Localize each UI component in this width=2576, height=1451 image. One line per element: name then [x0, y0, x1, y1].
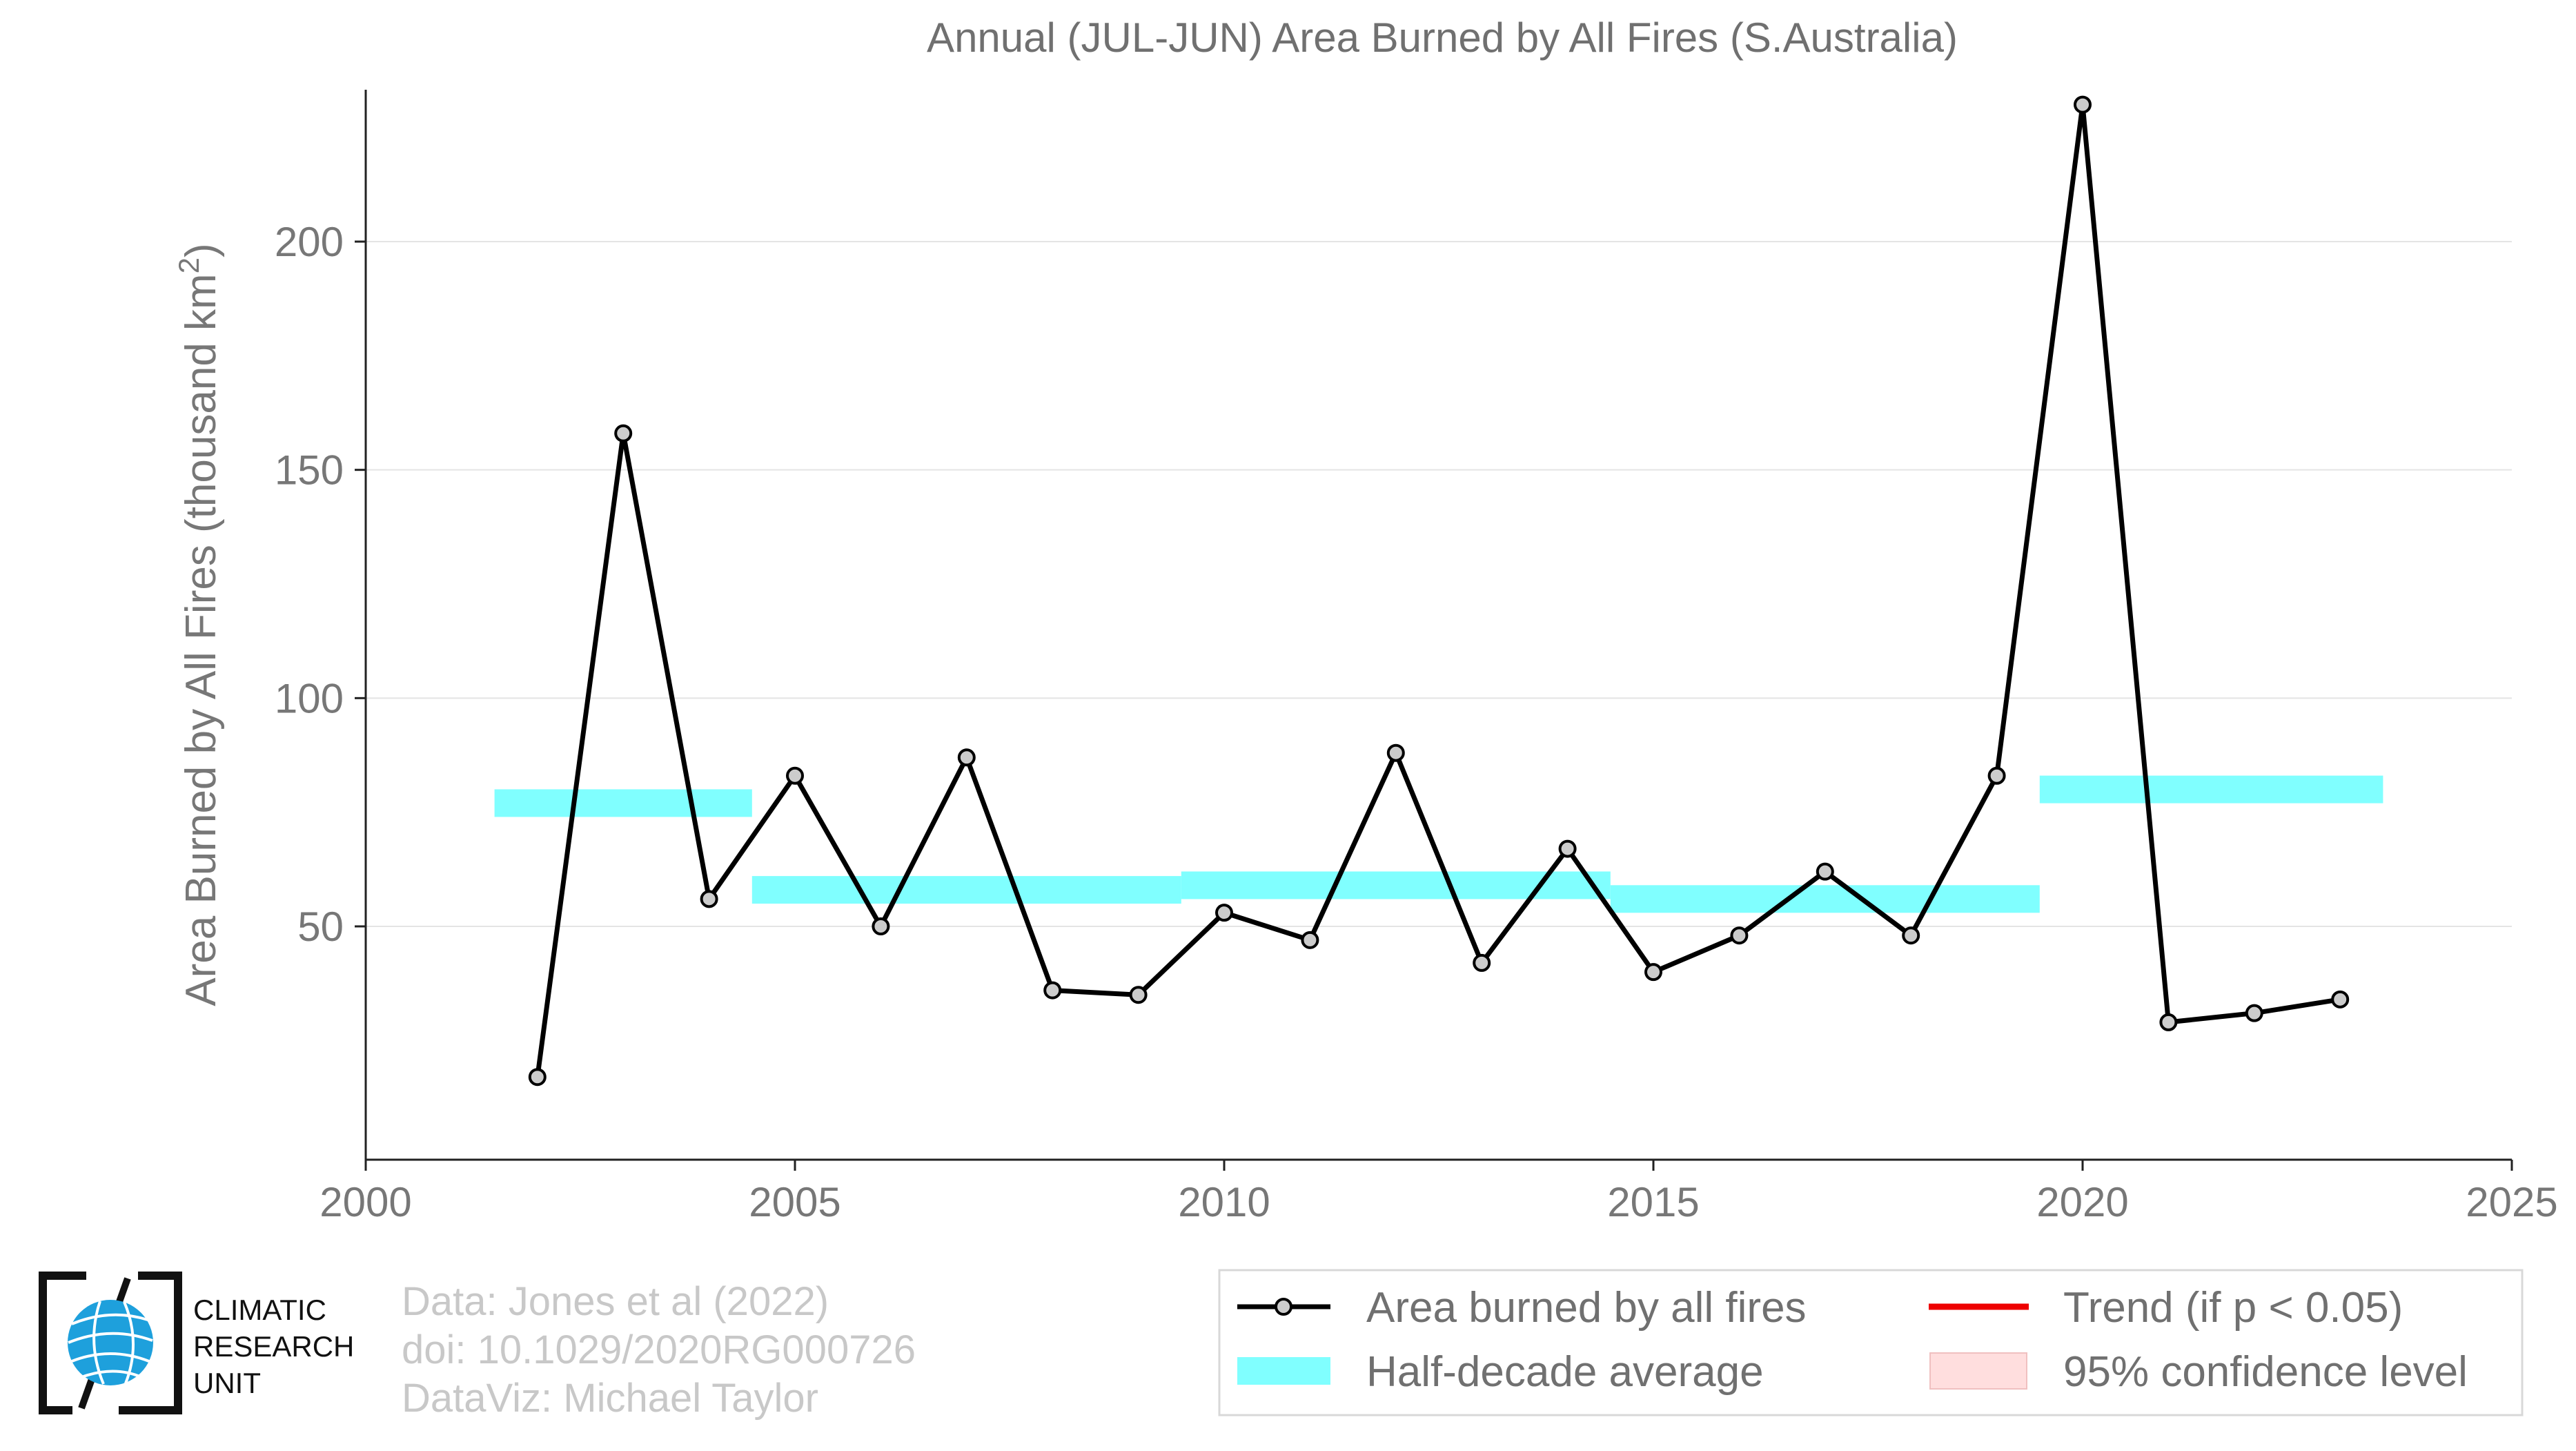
- x-tick-label-2025: 2025: [2466, 1179, 2557, 1225]
- legend-label-confidence: 95% confidence level: [2063, 1348, 2468, 1396]
- logo-bracket-right: [119, 1272, 182, 1414]
- legend-label-trend: Trend (if p < 0.05): [2063, 1284, 2403, 1332]
- credit-data-source: Data: Jones et al (2022): [402, 1279, 829, 1324]
- y-tick-label-200: 200: [275, 219, 344, 265]
- data-point-2009: [1129, 986, 1148, 1004]
- logo-text-research: RESEARCH: [193, 1330, 354, 1363]
- data-point-2013: [1473, 953, 1491, 972]
- globe-icon: [68, 1300, 153, 1385]
- legend-swatch-half-decade: [1237, 1357, 1330, 1385]
- logo-bracket-left: [39, 1272, 86, 1414]
- half-decade-bar-3: [1610, 885, 2040, 913]
- data-point-2015: [1644, 963, 1662, 982]
- half-decade-bar-1: [751, 876, 1181, 904]
- axis-ticks: 2000 2005 2010 2015 2020 2025 50 100 150 200: [275, 219, 2558, 1225]
- data-point-2020: [2074, 95, 2092, 114]
- gridlines: [366, 241, 2512, 927]
- chart-title: Annual (JUL-JUN) Area Burned by All Fire…: [927, 14, 1958, 61]
- legend-swatch-confidence: [1929, 1352, 2027, 1390]
- data-point-2004: [700, 890, 718, 908]
- half-decade-bar-4: [2039, 775, 2383, 804]
- data-point-2016: [1730, 926, 1749, 945]
- data-point-2022: [2245, 1004, 2263, 1022]
- logo-text-unit: UNIT: [193, 1367, 261, 1399]
- series-line-0: [535, 102, 2341, 1078]
- half-decade-bar-0: [494, 789, 752, 817]
- legend-label-area-burned: Area burned by all fires: [1366, 1284, 1807, 1332]
- y-axis-label: Area Burned by All Fires (thousand km2): [173, 243, 225, 1006]
- data-point-2011: [1301, 931, 1319, 949]
- data-point-2008: [1043, 981, 1062, 1000]
- x-tick-label-2020: 2020: [2036, 1179, 2128, 1225]
- x-tick-label-2005: 2005: [749, 1179, 840, 1225]
- credit-dataviz: DataViz: Michael Taylor: [402, 1376, 818, 1421]
- y-tick-label-150: 150: [275, 447, 344, 494]
- x-tick-label-2000: 2000: [319, 1179, 411, 1225]
- legend-label-half-decade: Half-decade average: [1366, 1348, 1764, 1396]
- legend-marker-area-burned: [1275, 1298, 1292, 1316]
- data-point-2012: [1386, 743, 1405, 762]
- cru-logo: CLIMATIC RESEARCH UNIT: [39, 1272, 354, 1414]
- credit-doi: doi: 10.1029/2020RG000726: [402, 1327, 916, 1372]
- y-tick-label-100: 100: [275, 675, 344, 721]
- data-point-2002: [528, 1068, 547, 1087]
- y-axis-label-close: ): [177, 243, 225, 257]
- legend-frame: [1218, 1269, 2524, 1416]
- y-tick-label-50: 50: [297, 904, 344, 950]
- data-point-2021: [2159, 1013, 2178, 1031]
- y-axis-label-main: Area Burned by All Fires (thousand km: [177, 273, 225, 1006]
- data-point-2003: [614, 424, 633, 442]
- data-point-2006: [872, 917, 890, 935]
- logo-text-climatic: CLIMATIC: [193, 1294, 326, 1326]
- x-tick-label-2010: 2010: [1178, 1179, 1270, 1225]
- data-point-2019: [1987, 766, 2006, 785]
- data-point-2023: [2331, 990, 2350, 1009]
- credits: Data: Jones et al (2022) doi: 10.1029/20…: [402, 1279, 916, 1421]
- data-point-2007: [957, 748, 976, 767]
- series-layer: [528, 95, 2350, 1087]
- data-point-2005: [786, 766, 804, 785]
- data-point-2017: [1816, 862, 1834, 881]
- data-point-2018: [1902, 926, 1920, 945]
- data-point-2014: [1558, 839, 1577, 858]
- y-axis-label-superscript: 2: [173, 257, 205, 273]
- data-point-2010: [1215, 904, 1233, 922]
- x-tick-label-2015: 2015: [1607, 1179, 1699, 1225]
- legend: Area burned by all fires Trend (if p < 0…: [1218, 1269, 2524, 1416]
